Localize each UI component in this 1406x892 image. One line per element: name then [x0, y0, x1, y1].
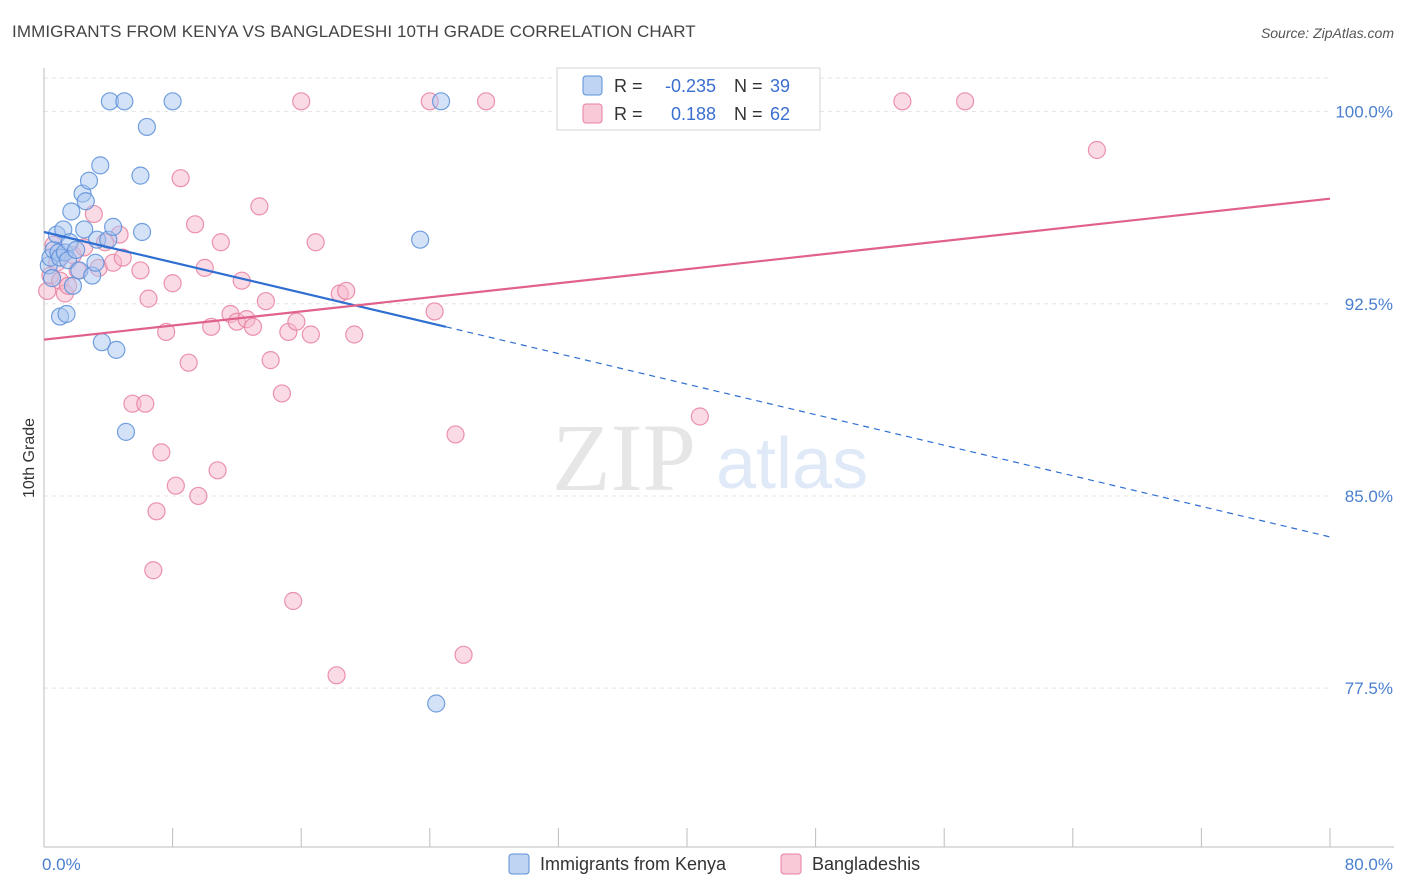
bangladeshi-point-28: [186, 215, 205, 234]
bangladeshi-point-44: [284, 591, 303, 611]
trend-lines: [43, 197, 1331, 538]
bangladeshi-point-25: [166, 476, 185, 495]
legend-bottom-swatch-bangladeshis: [780, 853, 802, 875]
bangladeshi-point-54: [425, 302, 444, 321]
kenya-point-34: [137, 117, 156, 137]
bangladeshi-point-32: [208, 461, 227, 480]
y-tick-label-2: 85.0%: [1345, 487, 1393, 506]
legend-r-label-kenya: R =: [614, 76, 643, 96]
kenya-point-29: [107, 340, 126, 359]
bangladeshi-point-42: [272, 384, 292, 403]
gridlines: [44, 77, 1330, 689]
legend-n-value-bangladeshis: 62: [770, 104, 790, 124]
kenya-point-13: [62, 202, 81, 221]
bangladeshi-point-49: [327, 666, 346, 685]
legend-r-value-kenya: -0.235: [665, 76, 716, 96]
bangladeshi-point-29: [189, 486, 208, 506]
kenya-trend-line: [43, 230, 447, 328]
kenya-point-35: [163, 92, 182, 111]
kenya-point-37: [431, 92, 451, 111]
bangladeshi-point-20: [144, 561, 163, 580]
kenya-point-36: [411, 230, 430, 249]
bangladeshi-point-33: [211, 233, 230, 252]
watermark-zip: ZIP: [552, 404, 696, 511]
bangladeshi-point-57: [476, 92, 496, 111]
watermark: ZIP atlas: [552, 404, 868, 511]
kenya-point-18: [75, 220, 94, 239]
bangladeshi-point-51: [337, 281, 356, 301]
bangladeshi-point-47: [301, 325, 320, 344]
legend-n-value-kenya: 39: [770, 76, 790, 96]
y-tick-label-0: 100.0%: [1335, 103, 1393, 122]
bangladeshi-point-56: [454, 645, 473, 664]
kenya-point-38: [427, 694, 446, 713]
bangladeshi-point-19: [139, 289, 158, 308]
bangladeshi-point-61: [1087, 140, 1107, 160]
bangladeshi-point-52: [345, 325, 364, 344]
kenya-point-28: [104, 217, 123, 236]
bangladeshi-trend-line: [43, 197, 1331, 341]
kenya-point-14: [63, 276, 83, 295]
bangladeshi-point-24: [163, 274, 182, 293]
kenya-point-10: [57, 304, 76, 324]
kenya-point-24: [91, 156, 110, 175]
legend-swatch-bangladeshis: [582, 103, 603, 124]
source-label: Source: ZipAtlas.com: [1260, 25, 1394, 41]
bangladeshi-point-60: [955, 92, 975, 111]
bangladeshi-point-21: [147, 502, 166, 521]
bangladeshi-point-38: [243, 317, 263, 336]
y-axis-title: 10th Grade: [21, 418, 38, 498]
legend-swatch-kenya: [582, 75, 603, 96]
axes: [43, 68, 1394, 848]
bangladeshi-point-17: [131, 261, 150, 280]
legend-bottom-label-kenya: Immigrants from Kenya: [540, 854, 727, 874]
y-tick-label-1: 92.5%: [1345, 295, 1393, 314]
kenya-point-20: [79, 171, 99, 190]
x-tick-label-1: 80.0%: [1345, 855, 1393, 874]
kenya-point-19: [76, 192, 95, 211]
kenya-point-2: [42, 269, 62, 288]
x-tick-labels: 0.0% 80.0%: [42, 855, 1393, 874]
series-immigrants-from-kenya: [39, 92, 451, 713]
kenya-point-22: [86, 253, 105, 272]
bangladeshi-point-59: [893, 92, 912, 111]
bangladeshi-point-27: [179, 353, 198, 372]
kenya-trend-line-projection: [445, 326, 1331, 538]
bangladeshi-point-26: [171, 169, 190, 188]
chart-title: IMMIGRANTS FROM KENYA VS BANGLADESHI 10T…: [12, 22, 696, 41]
legend-n-label-kenya: N =: [734, 76, 763, 96]
kenya-point-33: [132, 222, 152, 242]
legend-bottom-label-bangladeshis: Bangladeshis: [812, 854, 920, 874]
bangladeshi-point-41: [261, 351, 280, 370]
bangladeshi-point-48: [306, 233, 325, 252]
series-bangladeshis: [38, 92, 1107, 685]
bangladeshi-point-22: [152, 443, 171, 462]
legend-bottom-swatch-kenya: [508, 853, 530, 875]
bangladeshi-point-46: [292, 92, 311, 111]
bangladeshi-point-39: [250, 197, 269, 216]
bangladeshi-point-45: [287, 312, 306, 331]
kenya-point-15: [67, 240, 86, 260]
bangladeshi-point-58: [690, 407, 709, 426]
kenya-point-31: [116, 422, 136, 441]
bangladeshi-point-15: [113, 248, 132, 267]
bangladeshi-point-40: [256, 292, 275, 311]
kenya-point-32: [131, 166, 150, 185]
y-tick-label-3: 77.5%: [1345, 679, 1393, 698]
y-tick-labels: 100.0% 92.5% 85.0% 77.5%: [1335, 103, 1393, 699]
kenya-point-30: [115, 92, 134, 111]
legend-r-label-bangladeshis: R =: [614, 104, 643, 124]
legend-n-label-bangladeshis: N =: [734, 104, 763, 124]
x-tick-label-0: 0.0%: [42, 855, 81, 874]
legend-series: Immigrants from Kenya Bangladeshis: [508, 853, 920, 875]
watermark-atlas: atlas: [716, 424, 868, 504]
legend-r-value-bangladeshis: 0.188: [671, 104, 716, 124]
legend-stats: R = -0.235 N = 39 R = 0.188 N = 62: [556, 67, 821, 131]
bangladeshi-point-10: [84, 204, 103, 224]
bangladeshi-point-18: [136, 394, 155, 413]
bangladeshi-point-55: [446, 425, 465, 444]
